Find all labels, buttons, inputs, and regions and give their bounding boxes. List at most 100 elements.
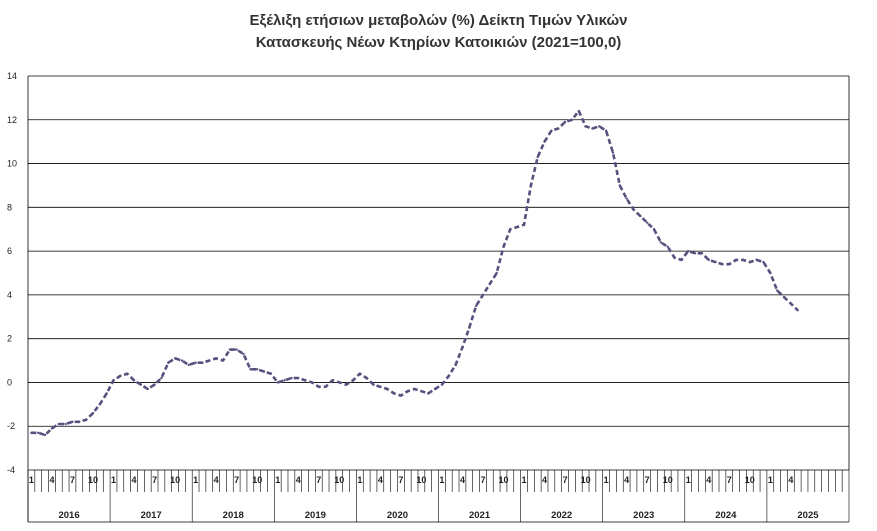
data-point — [283, 379, 286, 382]
data-point — [235, 348, 238, 351]
data-point — [427, 392, 430, 395]
x-tick-label: 4 — [460, 475, 465, 485]
data-point — [399, 394, 403, 397]
data-point — [344, 383, 348, 386]
x-tick-label: 7 — [152, 475, 157, 485]
x-year-label: 2024 — [715, 510, 737, 521]
data-point — [433, 387, 437, 391]
data-point — [379, 385, 382, 389]
x-year-label: 2016 — [58, 510, 79, 521]
data-point — [741, 258, 745, 262]
data-point — [591, 127, 594, 130]
data-point — [693, 252, 697, 255]
data-point — [139, 383, 143, 386]
x-tick-label: 10 — [88, 475, 98, 485]
x-tick-label: 10 — [581, 475, 591, 485]
y-tick-label: 6 — [7, 246, 12, 256]
x-tick-label: 1 — [604, 475, 609, 485]
chart-title-line-1: Εξέλιξη ετήσιων μεταβολών (%) Δείκτη Τιμ… — [249, 12, 628, 29]
data-point — [303, 379, 307, 382]
x-year-label: 2020 — [387, 510, 408, 521]
y-tick-label: 14 — [7, 71, 17, 81]
data-point — [98, 403, 102, 406]
data-point — [324, 385, 327, 389]
data-point — [536, 155, 539, 159]
data-point — [495, 271, 498, 275]
data-point — [64, 422, 67, 426]
data-point — [153, 383, 156, 386]
data-point — [420, 390, 423, 393]
data-point — [721, 263, 724, 266]
x-year-label: 2017 — [141, 510, 162, 521]
data-point — [734, 258, 738, 262]
x-year-label: 2021 — [469, 510, 491, 521]
data-point — [187, 363, 190, 367]
x-tick-label: 4 — [214, 475, 219, 485]
data-point — [255, 368, 259, 371]
x-tick-label: 1 — [768, 475, 773, 485]
data-point — [474, 304, 478, 308]
data-point — [173, 357, 177, 360]
data-point — [119, 374, 122, 378]
data-point — [447, 374, 450, 378]
data-point — [440, 383, 444, 386]
data-point — [659, 241, 663, 244]
x-tick-label: 4 — [132, 475, 137, 485]
x-tick-label: 7 — [70, 475, 75, 485]
data-point — [262, 370, 266, 373]
data-point — [78, 420, 81, 424]
data-point — [755, 258, 758, 262]
x-tick-label: 7 — [480, 475, 485, 485]
data-point — [331, 379, 334, 382]
data-point — [392, 392, 396, 395]
data-point — [50, 427, 54, 430]
data-point — [748, 260, 751, 264]
data-point — [796, 309, 799, 312]
data-point — [351, 379, 355, 382]
data-point — [769, 271, 772, 275]
x-tick-label: 1 — [275, 475, 280, 485]
data-point — [557, 127, 560, 130]
data-point — [645, 221, 649, 224]
data-point — [91, 411, 95, 415]
x-tick-label: 1 — [357, 475, 362, 485]
y-tick-label: 8 — [7, 202, 12, 212]
data-point — [269, 372, 273, 375]
chart-title-line-2: Κατασκευής Νέων Κτηρίων Κατοικιών (2021=… — [255, 34, 622, 51]
x-tick-label: 10 — [498, 475, 508, 485]
data-point — [488, 282, 492, 286]
data-point — [167, 361, 170, 364]
x-tick-label: 4 — [624, 475, 629, 485]
y-tick-label: 4 — [7, 290, 12, 300]
data-point — [598, 125, 601, 128]
data-point — [789, 302, 793, 305]
data-point — [707, 258, 710, 262]
data-point — [515, 225, 519, 229]
data-point — [30, 431, 33, 434]
x-tick-label: 1 — [29, 475, 34, 485]
data-point — [775, 289, 779, 292]
data-point — [112, 379, 115, 382]
x-tick-label: 4 — [706, 475, 711, 485]
x-year-label: 2018 — [223, 510, 244, 521]
data-point — [385, 387, 389, 391]
data-point — [502, 245, 505, 248]
data-point — [632, 208, 635, 211]
data-point — [201, 361, 204, 364]
data-point — [461, 346, 464, 349]
data-point — [509, 228, 512, 231]
data-point — [522, 223, 526, 227]
x-tick-label: 10 — [416, 475, 426, 485]
x-tick-label: 1 — [439, 475, 444, 485]
data-point — [570, 118, 574, 121]
data-point — [249, 368, 252, 371]
data-point — [762, 260, 765, 264]
data-point — [160, 376, 163, 380]
data-point — [652, 228, 656, 231]
data-point — [728, 263, 731, 266]
y-tick-label: 0 — [7, 377, 12, 387]
data-point — [454, 363, 457, 367]
data-point — [180, 359, 184, 362]
data-point — [242, 352, 245, 356]
